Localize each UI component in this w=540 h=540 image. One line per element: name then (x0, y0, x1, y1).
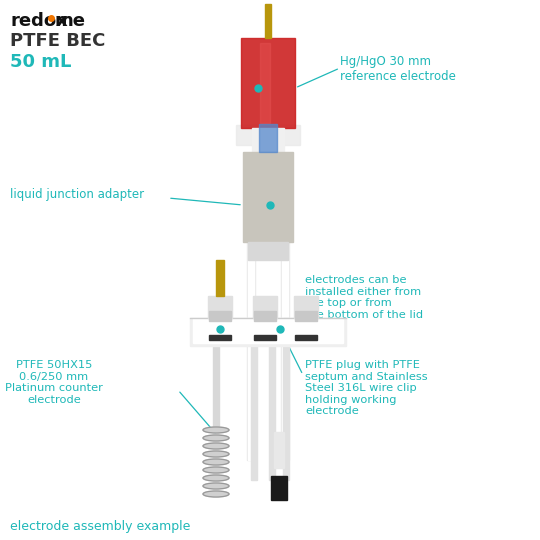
Text: PTFE plug with PTFE
septum and Stainless
Steel 316L wire clip
holding working
el: PTFE plug with PTFE septum and Stainless… (305, 360, 428, 416)
Bar (283, 318, 289, 480)
Bar (208, 296, 232, 318)
Bar (251, 318, 257, 480)
Bar (241, 38, 295, 128)
Bar (294, 296, 318, 318)
Bar (209, 311, 231, 321)
Bar (282, 160, 288, 460)
Ellipse shape (203, 451, 229, 457)
Text: electrodes can be
installed either from
the top or from
the bottom of the lid: electrodes can be installed either from … (305, 275, 423, 320)
Ellipse shape (203, 459, 229, 465)
Text: electrode assembly example: electrode assembly example (10, 520, 191, 533)
Bar (213, 318, 219, 430)
Ellipse shape (203, 435, 229, 441)
Bar (254, 335, 276, 340)
Ellipse shape (203, 467, 229, 473)
Bar (193, 318, 343, 343)
Bar (252, 128, 284, 152)
Ellipse shape (203, 443, 229, 449)
Bar (248, 160, 254, 460)
Bar (243, 152, 293, 242)
Bar (253, 296, 277, 318)
Bar (295, 335, 317, 340)
Bar (259, 124, 277, 152)
Text: Hg/HgO 30 mm
reference electrode: Hg/HgO 30 mm reference electrode (340, 55, 456, 83)
Bar (236, 125, 300, 145)
Ellipse shape (203, 483, 229, 489)
Bar (190, 318, 346, 346)
Text: me: me (54, 12, 85, 30)
Bar (274, 432, 284, 468)
Ellipse shape (203, 427, 229, 433)
Ellipse shape (203, 475, 229, 481)
Text: 50 mL: 50 mL (10, 53, 71, 71)
Bar (281, 160, 289, 460)
Text: PTFE 50HX15
0.6/250 mm
Platinum counter
electrode: PTFE 50HX15 0.6/250 mm Platinum counter … (5, 360, 103, 405)
Bar (271, 476, 287, 500)
Text: redox: redox (10, 12, 68, 30)
Bar (209, 335, 231, 340)
Bar (269, 318, 275, 480)
Text: PTFE BEC: PTFE BEC (10, 32, 105, 50)
Ellipse shape (203, 491, 229, 497)
Bar (216, 260, 224, 296)
Bar (265, 4, 271, 38)
Bar (248, 242, 288, 260)
Bar (260, 43, 270, 123)
Bar (247, 160, 255, 460)
Text: liquid junction adapter: liquid junction adapter (10, 188, 144, 201)
Bar (295, 311, 317, 321)
Bar (254, 311, 276, 321)
